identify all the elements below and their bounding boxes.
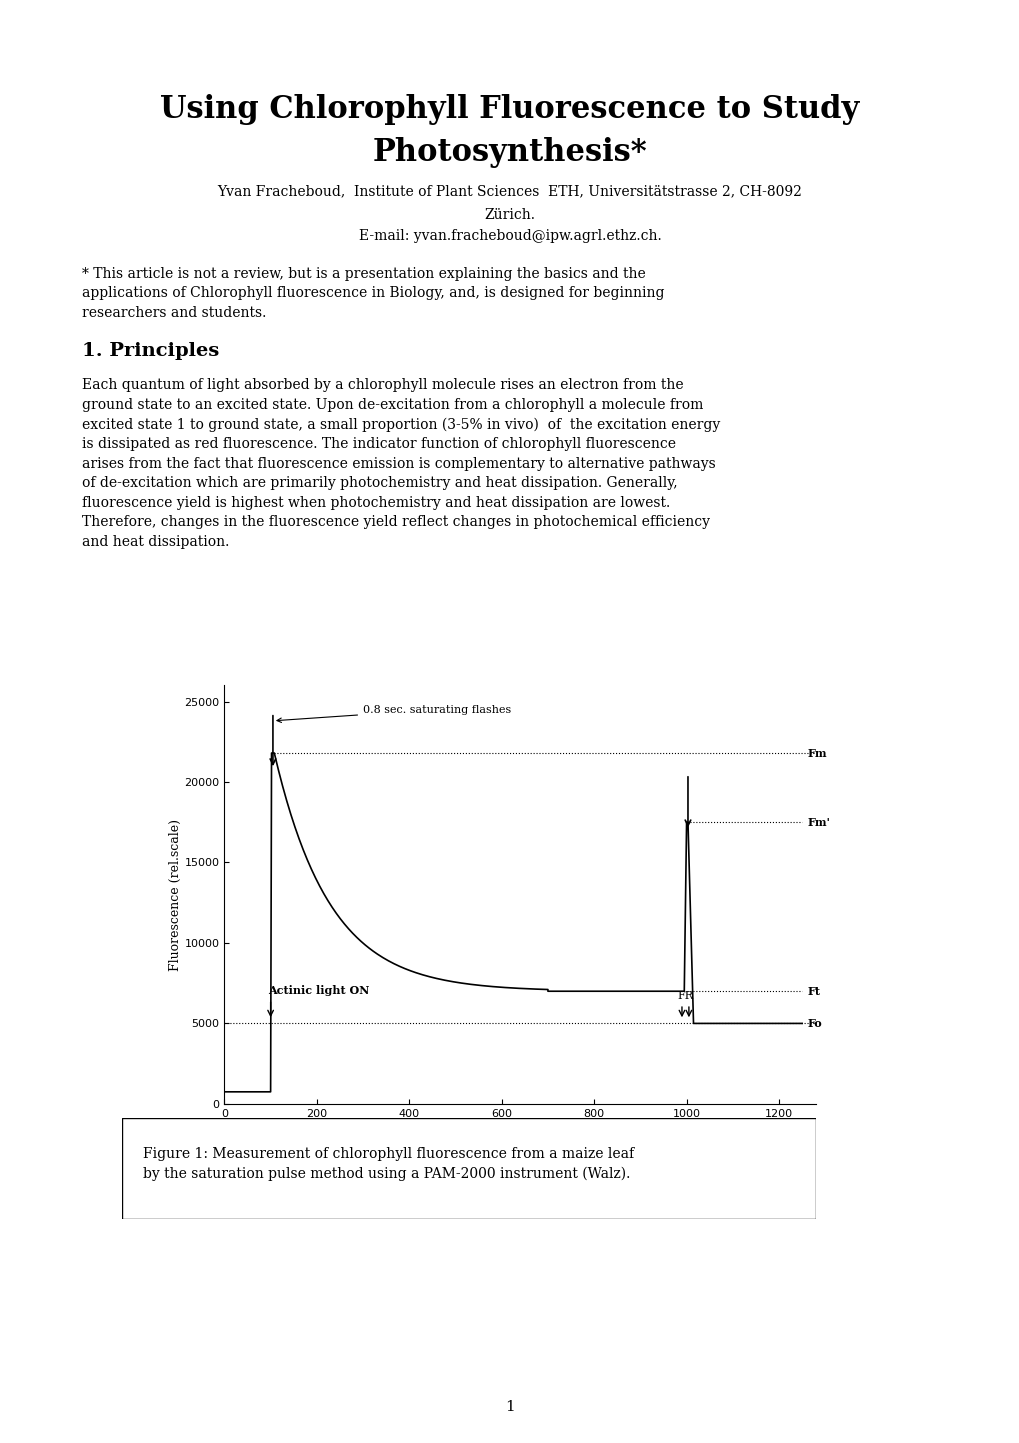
Text: Fm': Fm' bbox=[807, 817, 829, 828]
Text: 0.8 sec. saturating flashes: 0.8 sec. saturating flashes bbox=[277, 704, 511, 723]
FancyBboxPatch shape bbox=[122, 1118, 815, 1219]
Y-axis label: Fluorescence (rel.scale): Fluorescence (rel.scale) bbox=[168, 818, 181, 971]
Text: Using Chlorophyll Fluorescence to Study: Using Chlorophyll Fluorescence to Study bbox=[160, 94, 859, 124]
Text: * This article is not a review, but is a presentation explaining the basics and : * This article is not a review, but is a… bbox=[82, 267, 663, 320]
Text: 1. Principles: 1. Principles bbox=[82, 342, 219, 359]
Text: Ft: Ft bbox=[807, 986, 820, 997]
Text: Yvan Fracheboud,  Institute of Plant Sciences  ETH, Universitätstrasse 2, CH-809: Yvan Fracheboud, Institute of Plant Scie… bbox=[217, 185, 802, 199]
Text: E-mail: yvan.fracheboud@ipw.agrl.ethz.ch.: E-mail: yvan.fracheboud@ipw.agrl.ethz.ch… bbox=[359, 229, 660, 244]
Text: 1: 1 bbox=[504, 1400, 515, 1414]
Text: Zürich.: Zürich. bbox=[484, 208, 535, 222]
Text: Fo: Fo bbox=[807, 1017, 821, 1029]
X-axis label: Time (sec): Time (sec) bbox=[483, 1124, 556, 1137]
Text: Figure 1: Measurement of chlorophyll fluorescence from a maize leaf
by the satur: Figure 1: Measurement of chlorophyll flu… bbox=[143, 1147, 634, 1180]
Text: Fm: Fm bbox=[807, 747, 826, 759]
Text: FR: FR bbox=[677, 991, 693, 1001]
Text: Each quantum of light absorbed by a chlorophyll molecule rises an electron from : Each quantum of light absorbed by a chlo… bbox=[82, 378, 719, 548]
Text: Photosynthesis*: Photosynthesis* bbox=[372, 137, 647, 167]
Text: Actinic light ON: Actinic light ON bbox=[268, 986, 369, 996]
